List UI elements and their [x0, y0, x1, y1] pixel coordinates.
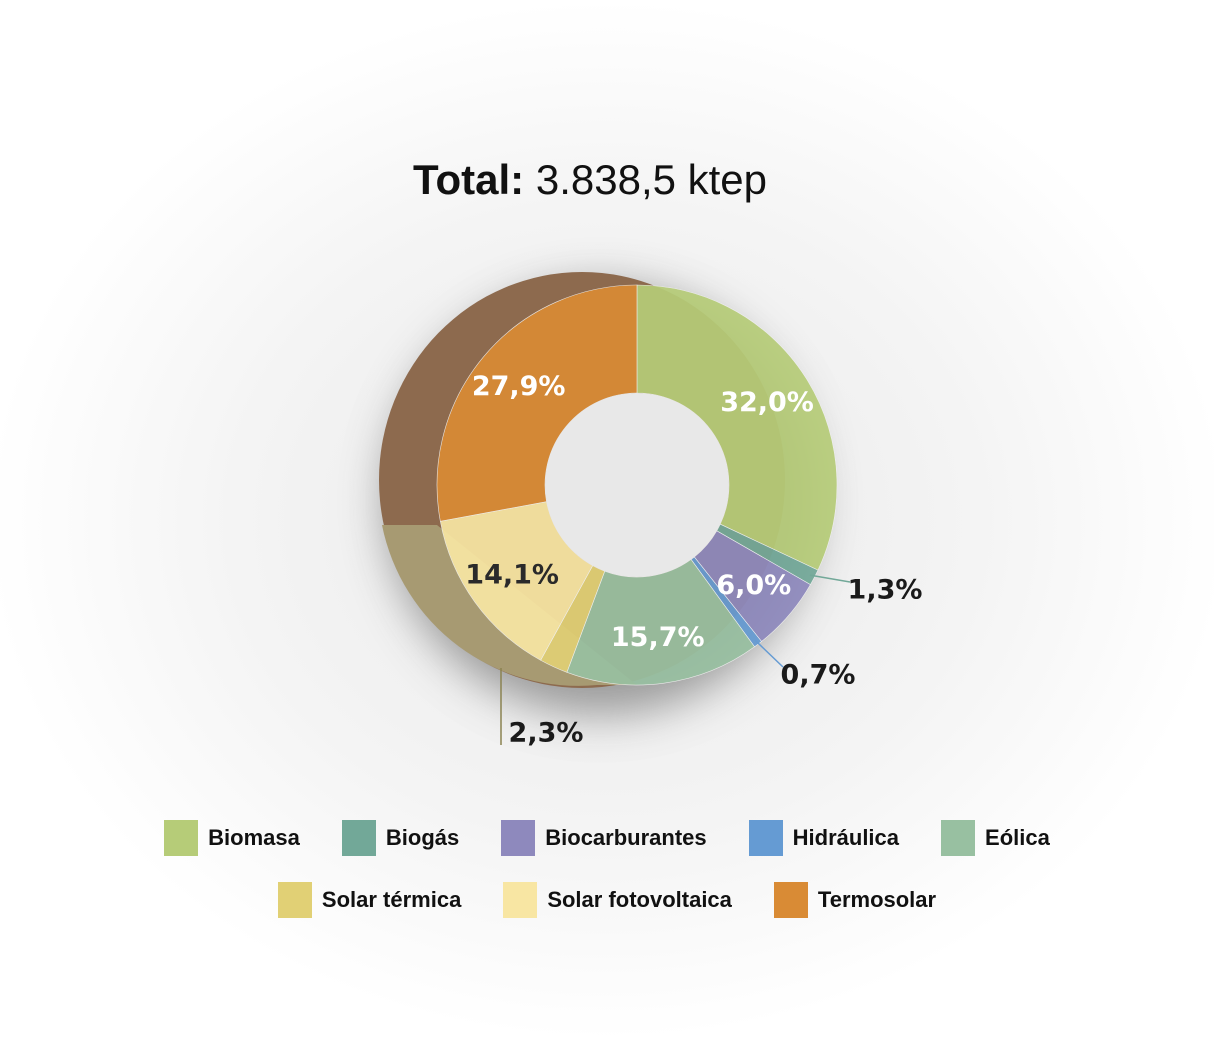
data-label: 0,7% — [781, 660, 856, 691]
data-label: 1,3% — [848, 575, 923, 606]
legend-item: Termosolar — [773, 882, 937, 918]
leader-line — [754, 639, 784, 668]
legend: Biomasa Biogás Biocarburantes Hidráulica Eól… — [0, 820, 1214, 944]
legend-swatch — [748, 820, 783, 856]
legend-label: Eólica — [985, 825, 1050, 850]
data-label: 27,9% — [472, 371, 566, 402]
legend-item: Eólica — [941, 820, 1050, 856]
legend-swatch — [773, 882, 808, 918]
donut-chart: 32,0% 1,3% 6,0% 0,7% 15,7% 2,3% 14,1% 27,9% — [379, 272, 923, 749]
chart-title: Total: 3.838,5 ktep — [0, 156, 1180, 204]
legend-label: Solar térmica — [321, 887, 462, 912]
legend-swatch — [503, 882, 538, 918]
legend-swatch — [164, 820, 199, 856]
data-label: 32,0% — [720, 387, 814, 418]
legend-row: Solar térmica Solar fotovoltaica Termosola… — [0, 882, 1214, 918]
title-bold: Total: — [412, 156, 525, 203]
legend-item: Solar térmica — [277, 882, 462, 918]
legend-item: Solar fotovoltaica — [503, 882, 732, 918]
legend-label: Biocarburantes — [545, 825, 707, 850]
legend-label: Biogás — [385, 825, 460, 850]
legend-item: Biomasa — [164, 820, 300, 856]
data-label: 14,1% — [465, 560, 559, 591]
donut-hole — [545, 393, 729, 577]
legend-row: Biomasa Biogás Biocarburantes Hidráulica Eól… — [0, 820, 1214, 856]
legend-swatch — [501, 820, 536, 856]
legend-swatch — [941, 820, 976, 856]
legend-item: Biocarburantes — [501, 820, 707, 856]
legend-item: Hidráulica — [748, 820, 900, 856]
title-value: 3.838,5 ktep — [535, 156, 768, 203]
legend-label: Solar fotovoltaica — [547, 887, 732, 912]
data-label: 15,7% — [611, 622, 705, 653]
data-label: 6,0% — [716, 570, 791, 601]
legend-swatch — [277, 882, 312, 918]
legend-item: Biogás — [341, 820, 460, 856]
legend-label: Termosolar — [817, 887, 937, 912]
legend-swatch — [341, 820, 376, 856]
leader-line — [809, 574, 851, 583]
legend-label: Biomasa — [208, 825, 300, 850]
legend-label: Hidráulica — [792, 825, 900, 850]
data-label: 2,3% — [509, 718, 584, 749]
